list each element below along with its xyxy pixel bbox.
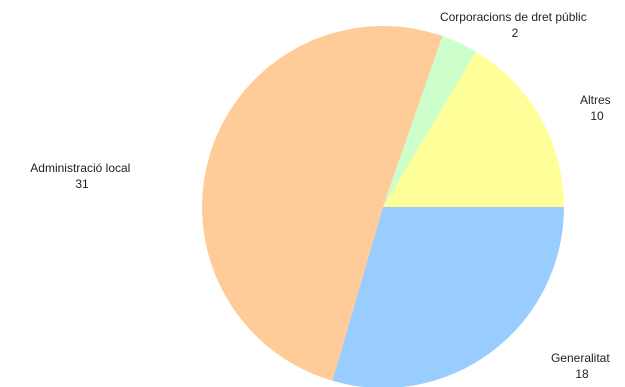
slice-label-corporacions: Corporacions de dret públic 2 [440, 10, 590, 40]
pie-labels: Generalitat 18 Administració local 31 Co… [30, 10, 614, 381]
pie-slice-altres [383, 51, 564, 207]
slice-label-generalitat-name: Generalitat [551, 351, 610, 365]
pie-slice-corporacions-de-dret-public [383, 36, 477, 207]
slice-label-administracio-local-value: 31 [75, 177, 89, 191]
slice-label-altres-value: 10 [590, 109, 604, 123]
slice-label-altres-name: Altres [580, 93, 611, 107]
slice-label-altres: Altres 10 [580, 93, 614, 123]
pie-slices [202, 26, 564, 387]
slice-label-corporacions-value: 2 [512, 26, 519, 40]
pie-slice-generalitat [332, 207, 564, 387]
pie-slice-administracio-local [202, 26, 443, 381]
slice-label-generalitat: Generalitat 18 [551, 351, 613, 381]
slice-label-administracio-local: Administració local 31 [30, 161, 133, 191]
slice-label-corporacions-name: Corporacions de dret públic [440, 10, 587, 24]
slice-label-administracio-local-name: Administració local [30, 161, 130, 175]
slice-label-generalitat-value: 18 [575, 367, 589, 381]
